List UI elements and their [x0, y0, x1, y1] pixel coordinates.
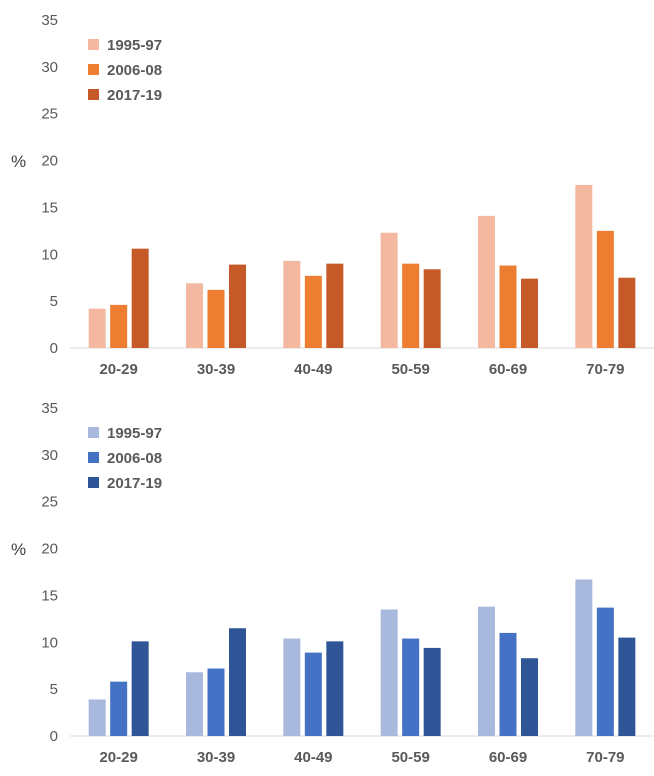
chart-0-bar-2006-08-20-29 [110, 304, 128, 348]
chart-1-bar-2017-19-60-69 [521, 658, 538, 736]
chart-0-bar-1995-97-20-29 [88, 308, 106, 348]
chart-0-bar-2006-08-60-69 [499, 265, 517, 348]
chart-1-legend-swatch-2006-08 [88, 452, 99, 463]
chart-1-bar-1995-97-30-39 [186, 672, 203, 736]
chart-0-y-tick-label: 10 [41, 246, 58, 263]
chart-0-y-tick-label: 30 [41, 59, 58, 76]
chart-0-bar-2017-19-60-69 [521, 278, 538, 348]
chart-top: % 0 5 10 15 20 25 30 35 20-29 30-39 40-49 50-59 60-69… [11, 12, 654, 378]
chart-0-bar-2006-08-40-49 [304, 275, 322, 348]
chart-0-legend-label: 2017-19 [107, 87, 162, 104]
chart-1-bar-2017-19-40-49 [326, 641, 344, 736]
chart-1-bar-1995-97-50-59 [380, 609, 398, 736]
chart-1-y-tick-label: 15 [41, 587, 58, 604]
chart-1-bar-2006-08-60-69 [499, 632, 517, 736]
chart-0-x-tick-label: 50-59 [391, 361, 429, 378]
chart-1-x-tick-label: 20-29 [99, 749, 137, 766]
chart-1-x-tick-label: 40-49 [294, 749, 332, 766]
chart-0-bar-2017-19-50-59 [423, 269, 441, 348]
chart-1-bar-2017-19-30-39 [229, 628, 246, 736]
chart-1-x-tick-label: 30-39 [197, 749, 235, 766]
chart-1-legend-swatch-1995-97 [88, 427, 99, 438]
chart-1-bar-1995-97-60-69 [478, 606, 495, 736]
chart-0-bar-1995-97-50-59 [380, 232, 398, 348]
chart-0-bar-2006-08-30-39 [207, 289, 225, 348]
chart-1-bar-2006-08-20-29 [110, 681, 128, 736]
chart-1-y-tick-label: 35 [41, 400, 58, 417]
chart-1-bar-2017-19-70-79 [618, 637, 636, 736]
chart-0-legend-swatch-2017-19 [88, 89, 99, 100]
chart-1-y-axis-label: % [11, 540, 26, 559]
chart-0-y-tick-label: 0 [50, 340, 58, 357]
chart-1-y-tick-label: 0 [50, 728, 58, 745]
chart-1-bar-1995-97-40-49 [283, 638, 301, 736]
chart-0-x-tick-label: 20-29 [99, 361, 137, 378]
chart-1-bar-2017-19-50-59 [423, 647, 441, 736]
chart-0-bar-2006-08-70-79 [596, 230, 614, 348]
chart-0-y-tick-label: 20 [41, 153, 58, 170]
chart-0-x-tick-label: 70-79 [586, 361, 624, 378]
chart-1-legend-label: 2017-19 [107, 475, 162, 492]
chart-1-y-tick-label: 5 [50, 681, 58, 698]
chart-1-x-tick-label: 60-69 [489, 749, 527, 766]
chart-1-bar-1995-97-20-29 [88, 699, 106, 736]
chart-0-bar-1995-97-30-39 [186, 283, 203, 348]
chart-1-y-tick-label: 10 [41, 634, 58, 651]
chart-0-x-tick-label: 60-69 [489, 361, 527, 378]
chart-0-legend-swatch-2006-08 [88, 64, 99, 75]
chart-0-bar-1995-97-70-79 [575, 184, 593, 348]
chart-0-bar-2017-19-30-39 [229, 264, 246, 348]
chart-1-bar-2006-08-30-39 [207, 668, 225, 736]
chart-1-bar-2006-08-40-49 [304, 652, 322, 736]
chart-0-bar-2017-19-40-49 [326, 263, 344, 348]
chart-0-bar-2017-19-70-79 [618, 277, 636, 348]
chart-0-legend-label: 1995-97 [107, 37, 162, 54]
chart-0-y-tick-label: 35 [41, 12, 58, 29]
chart-1-y-tick-label: 20 [41, 541, 58, 558]
chart-0-x-tick-label: 30-39 [197, 361, 235, 378]
chart-1-y-tick-label: 30 [41, 447, 58, 464]
chart-1-legend-swatch-2017-19 [88, 477, 99, 488]
chart-0-y-axis-label: % [11, 152, 26, 171]
chart-1-bar-2017-19-20-29 [131, 641, 149, 736]
chart-0-bar-1995-97-40-49 [283, 260, 301, 348]
chart-0-y-tick-label: 15 [41, 199, 58, 216]
chart-1-legend-label: 1995-97 [107, 425, 162, 442]
chart-bottom: % 0 5 10 15 20 25 30 35 20-29 30-39 40-49 50-59 60-69… [11, 400, 654, 766]
chart-0-bar-2017-19-20-29 [131, 248, 149, 348]
chart-1-bar-1995-97-70-79 [575, 579, 593, 736]
chart-1-legend-label: 2006-08 [107, 450, 162, 467]
chart-1-bar-2006-08-50-59 [402, 638, 420, 736]
chart-1-x-tick-label: 70-79 [586, 749, 624, 766]
chart-0-bar-1995-97-60-69 [478, 215, 495, 348]
chart-0-y-tick-label: 25 [41, 106, 58, 123]
chart-0-bar-2006-08-50-59 [402, 263, 420, 348]
chart-0-y-tick-label: 5 [50, 293, 58, 310]
chart-0-legend-label: 2006-08 [107, 62, 162, 79]
chart-0-x-tick-label: 40-49 [294, 361, 332, 378]
chart-0-legend-swatch-1995-97 [88, 39, 99, 50]
chart-1-x-tick-label: 50-59 [391, 749, 429, 766]
chart-1-bar-2006-08-70-79 [596, 607, 614, 736]
chart-1-y-tick-label: 25 [41, 494, 58, 511]
